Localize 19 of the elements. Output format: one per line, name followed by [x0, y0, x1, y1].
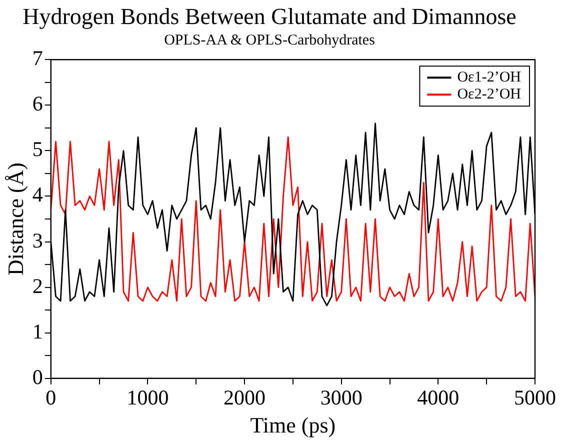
- x-tick-label: 1000: [126, 386, 169, 410]
- x-axis-title: Time (ps): [250, 412, 336, 438]
- x-tick-label: 4000: [417, 386, 460, 410]
- chart-subtitle: OPLS-AA & OPLS-Carbohydrates: [164, 32, 376, 49]
- chart-title: Hydrogen Bonds Between Glutamate and Dimannose: [22, 4, 516, 29]
- y-tick-label: 2: [32, 274, 43, 298]
- x-tick-label: 2000: [224, 386, 266, 410]
- y-tick-label: 3: [32, 228, 43, 252]
- y-tick-label: 4: [32, 182, 44, 207]
- x-tick-label: 3000: [320, 386, 362, 410]
- y-axis-title: Distance (Å): [2, 162, 28, 276]
- y-tick-label: 7: [32, 46, 43, 70]
- y-tick-label: 6: [32, 92, 43, 116]
- legend-label: Oε1-2’OH: [457, 70, 522, 86]
- legend-label: Oε2-2’OH: [457, 86, 522, 103]
- y-tick-label: 5: [32, 137, 43, 162]
- y-tick-label: 1: [32, 319, 43, 344]
- y-tick-label: 0: [32, 364, 43, 389]
- x-tick-label: 5000: [514, 386, 556, 410]
